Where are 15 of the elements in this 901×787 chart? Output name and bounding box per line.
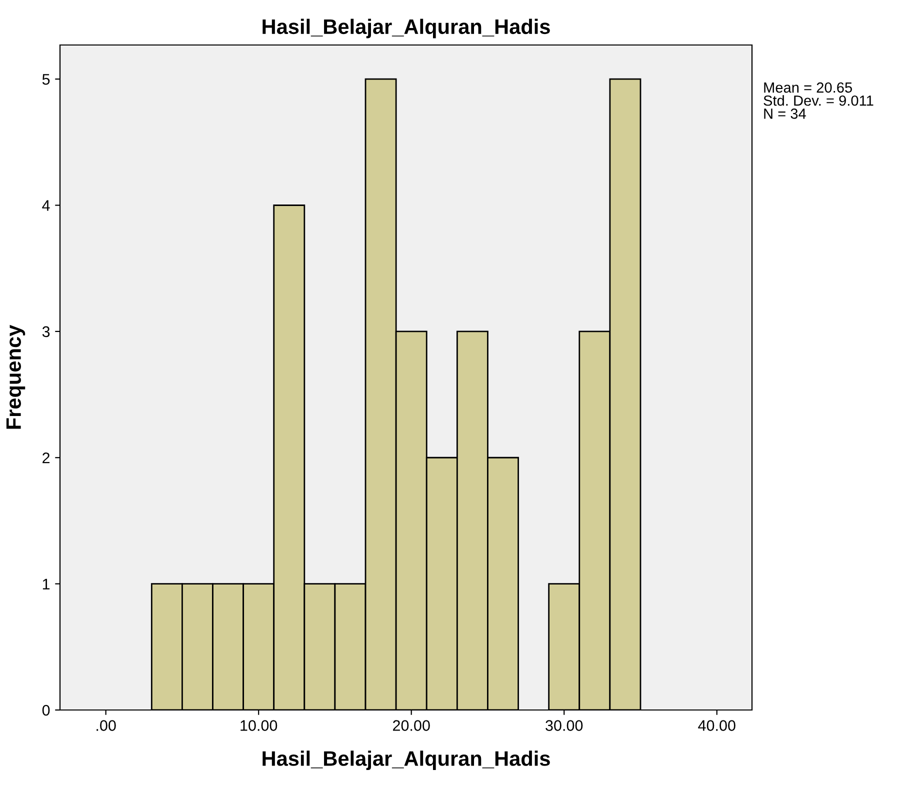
y-tick-label: 1 — [42, 578, 50, 590]
y-axis-title: Frequency — [6, 324, 26, 429]
chart-title: Hasil_Belajar_Alquran_Hadis — [262, 18, 550, 38]
x-axis-title: Hasil_Belajar_Alquran_Hadis — [262, 750, 550, 770]
y-tick-label: 5 — [42, 74, 50, 85]
text: Mean = 20.65 Std. Dev. = 9.011 N = 34 — [764, 82, 874, 119]
x-tick-label: 10.00 — [240, 720, 278, 731]
y-tick-label: 3 — [42, 326, 50, 338]
y-tick-label: 0 — [42, 704, 50, 716]
x-tick-label: .00 — [96, 720, 116, 731]
x-tick-label: 40.00 — [698, 720, 736, 731]
y-tick-label: 4 — [42, 200, 50, 211]
x-tick-label: 20.00 — [393, 720, 430, 731]
x-tick-label: 30.00 — [546, 720, 583, 731]
y-tick-label: 2 — [42, 452, 50, 464]
